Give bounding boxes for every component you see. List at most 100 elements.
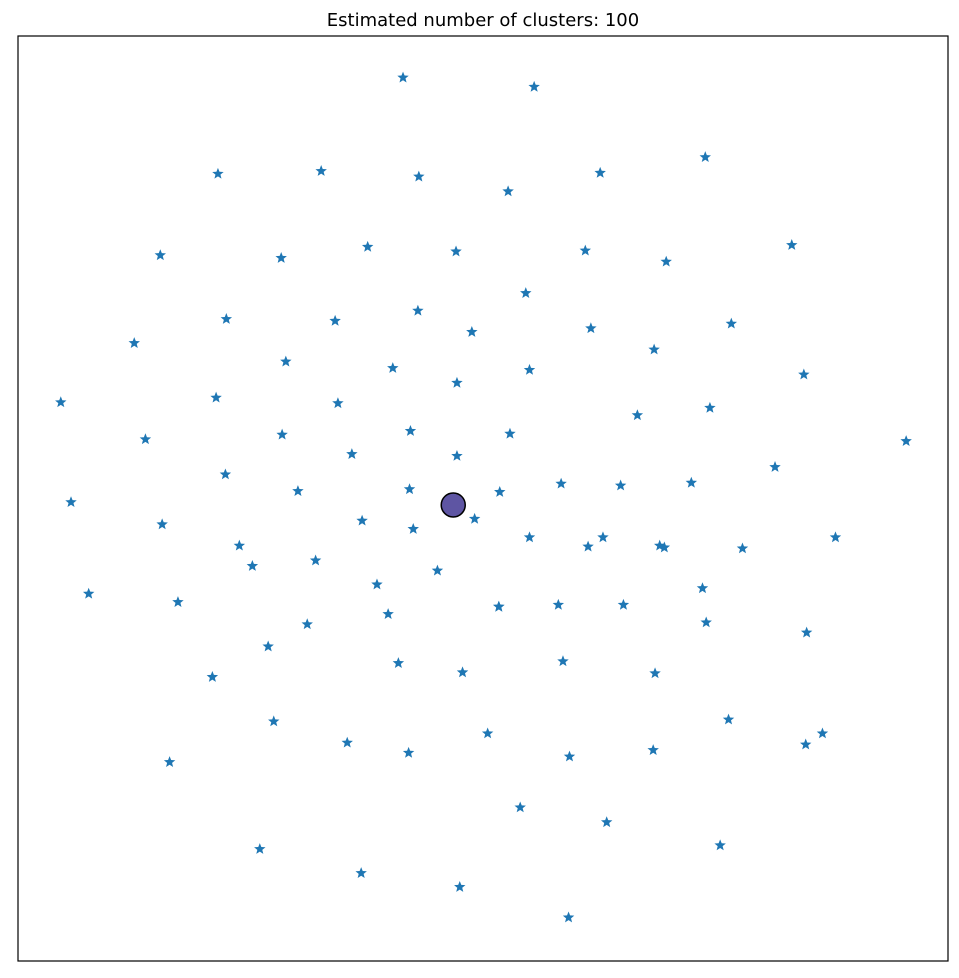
scatter-point: [212, 167, 224, 179]
scatter-point: [617, 598, 630, 610]
scatter-point: [552, 598, 565, 610]
scatter-point: [233, 539, 246, 551]
scatter-point: [128, 337, 140, 348]
scatter-point: [387, 362, 399, 373]
scatter-point: [346, 448, 358, 459]
scatter-point: [704, 401, 716, 413]
scatter-point: [139, 433, 152, 445]
scatter-point: [649, 667, 661, 679]
scatter-point: [254, 843, 266, 854]
scatter-point: [648, 343, 660, 355]
points-layer: [55, 71, 912, 923]
centers-layer: [440, 492, 466, 518]
scatter-point: [392, 657, 405, 668]
scatter-point: [275, 252, 287, 263]
scatter-point: [262, 640, 274, 652]
scatter-point: [451, 376, 463, 388]
scatter-point: [557, 655, 569, 667]
scatter-point: [403, 483, 416, 495]
scatter-point: [454, 881, 466, 892]
scatter-point: [219, 468, 232, 480]
scatter-point: [699, 151, 711, 163]
scatter-point: [163, 756, 176, 767]
scatter-point: [276, 428, 288, 440]
scatter-point: [798, 368, 810, 380]
scatter-point: [514, 801, 526, 813]
scatter-point: [309, 554, 322, 566]
scatter-point: [555, 477, 567, 489]
scatter-point: [494, 486, 506, 497]
scatter-point: [502, 185, 514, 197]
scatter-point: [456, 666, 469, 678]
scatter-point: [355, 867, 367, 878]
scatter-point: [220, 313, 233, 324]
scatter-point: [450, 245, 462, 257]
scatter-point: [600, 816, 613, 828]
scatter-point: [356, 514, 368, 526]
scatter-point: [563, 750, 576, 762]
scatter-point: [341, 736, 353, 748]
scatter-point: [382, 608, 394, 619]
scatter-point: [280, 355, 292, 367]
scatter-point: [65, 496, 77, 508]
scatter-point: [562, 911, 575, 923]
scatter-point: [786, 239, 798, 250]
scatter-point: [431, 564, 444, 576]
scatter-point: [579, 244, 592, 256]
scatter-point: [597, 531, 609, 543]
scatter-point: [55, 396, 67, 408]
scatter-point: [900, 435, 912, 446]
scatter-point: [614, 479, 627, 491]
scatter-point: [451, 449, 463, 461]
scatter-point: [523, 531, 536, 543]
scatter-point: [660, 255, 672, 267]
scatter-point: [246, 560, 259, 571]
scatter-point: [413, 170, 425, 182]
chart-title: Estimated number of clusters: 100: [327, 10, 639, 31]
scatter-point: [154, 249, 166, 261]
scatter-point: [329, 314, 341, 326]
scatter-point: [653, 539, 666, 551]
scatter-point: [404, 424, 417, 436]
scatter-point: [82, 587, 95, 599]
scatter-point: [412, 304, 424, 316]
scatter-point: [582, 540, 594, 552]
scatter-point: [397, 71, 409, 83]
plot-area: [17, 35, 949, 962]
cluster-center-marker: [440, 492, 466, 518]
scatter-point: [829, 531, 842, 543]
scatter-point: [528, 80, 540, 92]
scatter-point: [156, 518, 168, 530]
scatter-point: [725, 317, 738, 329]
scatter-point: [647, 744, 659, 755]
scatter-point: [493, 600, 505, 612]
scatter-point: [210, 391, 222, 403]
scatter-point: [361, 240, 374, 252]
scatter-point: [585, 322, 597, 334]
scatter-point: [301, 618, 313, 630]
scatter-point: [523, 363, 536, 375]
scatter-point: [407, 523, 419, 534]
scatter-point: [371, 578, 383, 590]
scatter-point: [696, 582, 709, 594]
scatter-point: [172, 596, 184, 607]
scatter-point: [722, 713, 735, 725]
scatter-point: [292, 485, 304, 496]
scatter-point: [594, 166, 606, 178]
scatter-point: [769, 461, 781, 472]
scatter-point: [481, 727, 494, 739]
scatter-point: [520, 287, 532, 298]
scatter-point: [466, 326, 478, 337]
scatter-point: [468, 512, 481, 524]
scatter-point: [631, 409, 644, 421]
scatter-point: [800, 738, 812, 750]
scatter-point: [800, 626, 813, 638]
scatter-point: [268, 715, 280, 727]
scatter-point: [700, 616, 712, 628]
scatter-point: [816, 727, 829, 739]
scatter-point: [736, 542, 749, 554]
scatter-point: [402, 746, 415, 758]
scatter-point: [206, 671, 219, 682]
scatter-point: [315, 165, 327, 176]
